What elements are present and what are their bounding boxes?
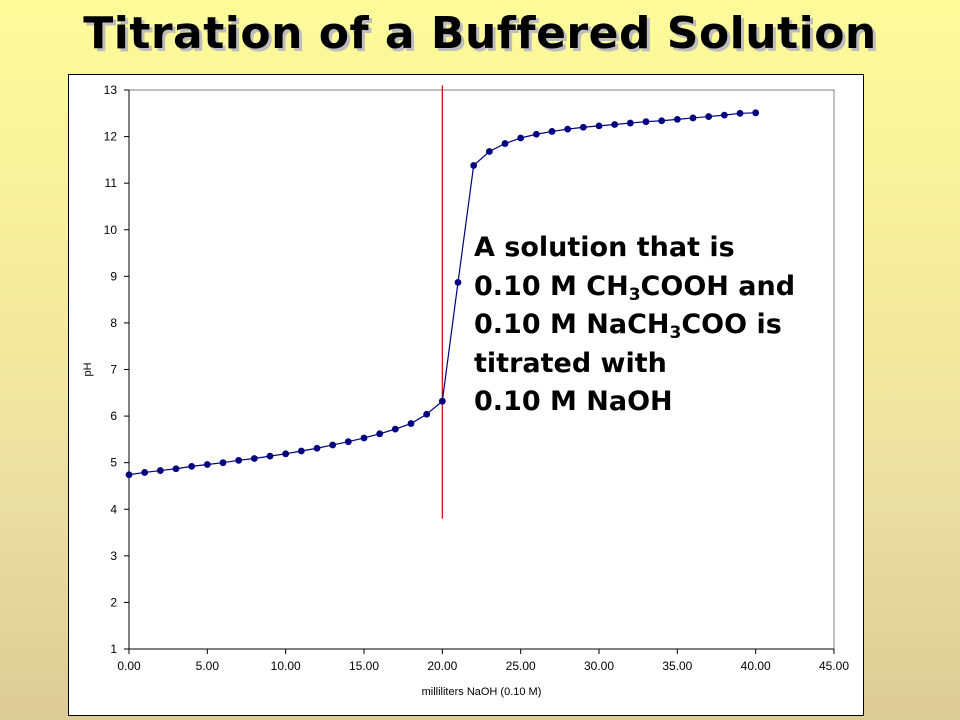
data-point: [329, 441, 337, 449]
data-point: [595, 122, 603, 130]
y-tick-label: 3: [110, 549, 117, 563]
data-point: [720, 111, 728, 119]
data-point: [517, 134, 525, 142]
x-tick-label: 20.00: [427, 659, 457, 673]
annotation-line: titrated with: [474, 345, 854, 384]
x-tick-label: 10.00: [271, 659, 301, 673]
data-point: [611, 121, 619, 128]
data-point: [705, 113, 713, 120]
annotation-text-run: 0.10 M NaCH: [474, 309, 670, 340]
y-tick-label: 10: [104, 223, 118, 237]
annotation-text-run: COOH and: [640, 270, 796, 302]
x-tick-label: 15.00: [349, 659, 379, 673]
data-point: [125, 471, 133, 479]
data-point: [626, 119, 634, 127]
data-point: [203, 461, 211, 468]
annotation-text-run: COO is: [681, 309, 782, 340]
data-point: [532, 130, 540, 138]
annotation-line: 0.10 M NaOH: [474, 383, 854, 422]
y-tick-label: 13: [104, 83, 118, 97]
data-point: [282, 450, 290, 458]
x-tick-label: 0.00: [117, 659, 141, 673]
data-point: [344, 438, 352, 446]
data-point: [673, 115, 681, 123]
annotation-text-run: 0.10 M CH: [474, 270, 629, 302]
y-tick-label: 5: [110, 456, 117, 470]
series-ph: [125, 109, 760, 479]
data-point: [141, 469, 149, 476]
data-point: [219, 459, 227, 467]
y-tick-label: 8: [110, 316, 117, 330]
y-tick-label: 4: [110, 502, 117, 516]
data-point: [423, 410, 431, 418]
data-point: [658, 117, 666, 125]
data-point: [391, 425, 399, 433]
y-tick-label: 9: [110, 269, 117, 283]
data-point: [470, 162, 478, 169]
y-tick-label: 7: [110, 363, 117, 377]
data-point: [689, 114, 697, 122]
annotation-subscript: 3: [628, 284, 641, 305]
annotation-line: 0.10 M NaCH3COO is: [474, 306, 854, 345]
annotation-subscript: 3: [669, 323, 682, 343]
data-point: [376, 430, 384, 438]
data-point: [548, 128, 556, 135]
y-tick-label: 1: [110, 642, 117, 656]
data-point: [250, 455, 258, 462]
annotation-line: 0.10 M CH3COOH and: [474, 268, 854, 307]
x-tick-label: 45.00: [819, 659, 849, 673]
data-point: [172, 465, 180, 473]
annotation-text-run: A solution that is: [474, 232, 735, 263]
y-axis-label: pH: [82, 362, 94, 376]
annotation-text: A solution that is 0.10 M CH3COOH and 0.10…: [474, 229, 854, 422]
slide-title: Titration of a Buffered Solution: [83, 8, 877, 59]
y-tick-label: 6: [110, 409, 117, 423]
annotation-line: A solution that is: [474, 229, 854, 268]
data-point: [156, 467, 164, 474]
y-tick-label: 12: [104, 130, 118, 144]
data-point: [297, 447, 305, 455]
data-point: [564, 125, 572, 133]
y-tick-label: 2: [110, 595, 117, 609]
x-tick-label: 25.00: [506, 659, 536, 673]
data-point: [313, 444, 321, 452]
annotation-text-run: titrated with: [474, 347, 667, 379]
axis-ticks: 0.00 5.00 10.00 15.00 20.00 25.00 30.00 35.00 40…: [104, 83, 850, 673]
chart-panel: 0.00 5.00 10.00 15.00 20.00 25.00 30.00 35.00 40…: [68, 74, 864, 716]
data-point: [752, 109, 760, 117]
data-point: [235, 456, 243, 464]
data-point: [407, 420, 415, 427]
annotation-text-run: 0.10 M NaOH: [474, 386, 673, 417]
data-point: [642, 118, 650, 126]
data-point: [485, 148, 493, 155]
y-tick-label: 11: [105, 176, 118, 190]
data-point: [360, 434, 368, 442]
x-tick-label: 40.00: [741, 659, 771, 673]
titration-chart: 0.00 5.00 10.00 15.00 20.00 25.00 30.00 35.00 40…: [82, 83, 850, 698]
data-point: [501, 140, 509, 147]
x-tick-label: 35.00: [662, 659, 692, 673]
data-point: [266, 452, 274, 460]
data-point: [188, 462, 196, 470]
x-tick-label: 30.00: [584, 659, 614, 673]
data-point: [438, 397, 446, 405]
data-point: [454, 278, 462, 286]
x-axis-label: milliliters NaOH (0.10 M): [422, 686, 542, 698]
data-point: [736, 109, 744, 117]
data-point: [579, 123, 587, 131]
x-tick-label: 5.00: [196, 659, 220, 673]
